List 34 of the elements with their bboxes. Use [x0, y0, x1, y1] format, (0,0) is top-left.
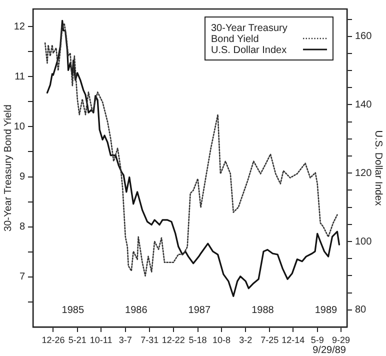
y-tick-label: 9 — [19, 172, 26, 183]
y-tick-label: 7 — [19, 272, 26, 283]
x-tick-label: 7-25 — [260, 334, 279, 345]
y-tick-label: 11 — [14, 71, 26, 82]
x-tick-label: 9-29 — [332, 334, 350, 345]
y2-axis-title: U.S. Dollar Index — [372, 130, 384, 206]
y2-tick-label: 120 — [355, 168, 372, 179]
x-tick-label: 5-18 — [188, 334, 207, 345]
y-tick-label: 8 — [19, 222, 26, 233]
legend-label: U.S. Dollar Index — [211, 44, 287, 56]
x-tick-label: 5-21 — [68, 334, 86, 345]
annotation: 1988 — [252, 304, 274, 316]
legend-label: 30-Year Treasury Bond Yield — [211, 22, 288, 45]
x-tick-label: 12-22 — [162, 334, 185, 345]
y2-tick-label: 140 — [355, 99, 372, 110]
y-axis-title: 30-Year Treasury Bond Yield — [2, 104, 14, 232]
annotation: 1985 — [62, 304, 84, 316]
x-tick-label: 12-26 — [42, 334, 65, 345]
x-tick-label: 3-7 — [118, 334, 132, 345]
x-tick-label: 5-9 — [310, 334, 324, 345]
text: 9/29/89 — [312, 344, 346, 356]
x-tick-label: 3-2 — [239, 334, 252, 345]
y2-tick-label: 80 — [355, 304, 367, 316]
x-tick-label: 12-14 — [282, 334, 305, 345]
x-tick-label: 10-8 — [212, 334, 230, 345]
y2-tick-label: 100 — [355, 236, 372, 248]
annotation: 1987 — [188, 304, 211, 316]
annotation: 1989 — [314, 304, 338, 316]
annotation: 1986 — [125, 304, 148, 316]
y-tick-label: 10 — [14, 121, 26, 132]
x-tick-label: 7-31 — [140, 334, 159, 345]
x-tick-label: 10-11 — [90, 334, 112, 345]
y2-tick-label: 160 — [355, 31, 372, 42]
y-tick-label: 12 — [14, 21, 26, 32]
